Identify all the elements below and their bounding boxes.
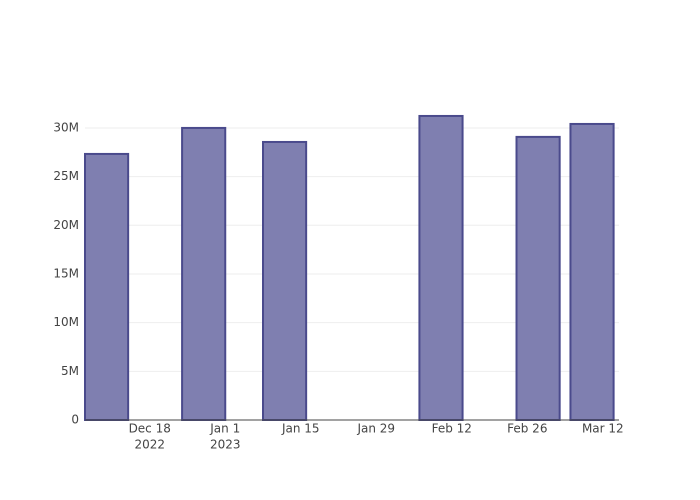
y-tick-label: 10M [53,315,79,329]
x-tick-label: Jan 1 [209,422,240,436]
x-tick-label: Mar 12 [582,422,624,436]
bar [84,152,130,421]
bar [569,122,615,422]
x-tick-label: 2023 [210,438,241,452]
x-tick-label: Dec 18 [129,422,171,436]
y-tick-label: 0 [71,413,79,427]
y-tick-label: 15M [53,266,79,280]
x-tick-label: Jan 29 [356,422,395,436]
x-tick-label: Feb 12 [432,422,472,436]
x-tick-label: Feb 26 [507,422,547,436]
bar [515,135,561,421]
bar [418,114,464,422]
y-tick-label: 5M [61,364,79,378]
x-tick-label: 2022 [134,438,165,452]
x-tick-label: Jan 15 [281,422,320,436]
y-tick-label: 20M [53,218,79,232]
y-tick-label: 25M [53,169,79,183]
bar [262,140,308,421]
bar [181,126,227,421]
y-tick-label: 30M [53,120,79,134]
